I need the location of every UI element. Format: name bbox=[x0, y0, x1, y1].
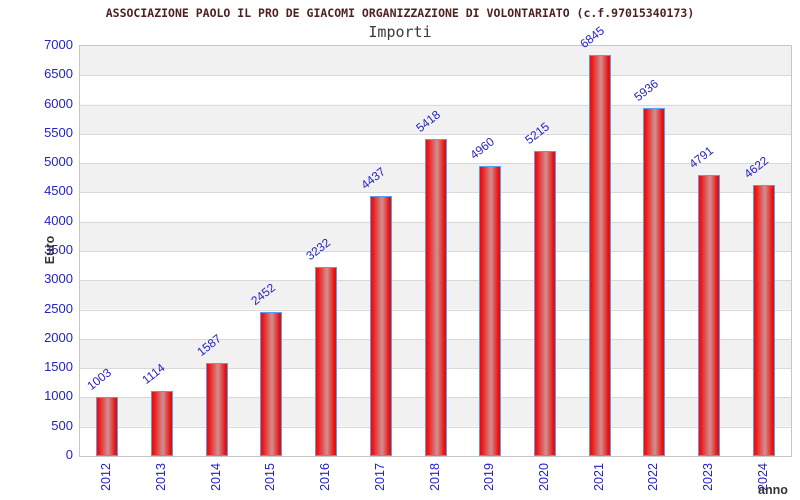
bar-value-label: 4791 bbox=[686, 143, 716, 172]
gridline bbox=[80, 133, 791, 135]
x-tick-label: 2022 bbox=[646, 463, 661, 491]
y-tick-label: 5000 bbox=[44, 154, 73, 170]
bar-2016 bbox=[315, 266, 338, 456]
bar-value-label: 1114 bbox=[139, 360, 168, 387]
bar-value-label: 2452 bbox=[248, 280, 279, 309]
bar-2024 bbox=[752, 185, 775, 456]
y-tick-label: 0 bbox=[65, 447, 73, 462]
bar-value-label: 3232 bbox=[303, 235, 334, 263]
bar-value-label: 4960 bbox=[467, 134, 498, 162]
bar-value-label: 5418 bbox=[412, 107, 443, 135]
bar-2014 bbox=[205, 363, 228, 456]
x-tick-label: 2015 bbox=[263, 463, 278, 491]
x-tick-label: 2023 bbox=[700, 463, 715, 491]
x-tick-label: 2018 bbox=[427, 463, 442, 491]
y-tick-label: 5500 bbox=[44, 124, 73, 140]
gridline bbox=[80, 75, 791, 77]
x-tick-label: 2019 bbox=[482, 463, 497, 491]
y-tick-label: 1000 bbox=[44, 388, 73, 404]
chart-title: ASSOCIAZIONE PAOLO IL PRO DE GIACOMI ORG… bbox=[105, 6, 695, 20]
bar-value-label: 5936 bbox=[631, 76, 662, 105]
bar-value-label: 4437 bbox=[358, 164, 388, 193]
x-axis-title: anno bbox=[758, 483, 788, 497]
bar-2013 bbox=[151, 390, 174, 456]
bar-value-label: 1003 bbox=[84, 365, 115, 394]
plot-area: 1003 1114 1587 2452 3232 4437 5418 4960 5215 6845… bbox=[79, 24, 792, 457]
bar-2018 bbox=[424, 138, 447, 456]
y-tick-label: 6000 bbox=[44, 95, 73, 111]
x-tick-label: 2013 bbox=[154, 463, 169, 491]
x-tick-label: 2016 bbox=[318, 463, 333, 491]
y-tick-label: 1500 bbox=[44, 359, 73, 375]
y-tick-label: 6500 bbox=[44, 66, 73, 82]
bar-2015 bbox=[260, 312, 283, 456]
chart-subtitle: Importi bbox=[368, 23, 432, 41]
y-tick-label: 4000 bbox=[44, 212, 73, 228]
x-tick-label: 2017 bbox=[372, 463, 387, 491]
bar-2020 bbox=[533, 150, 556, 456]
y-tick-label: 2000 bbox=[44, 329, 73, 345]
x-tick-label: 2021 bbox=[591, 463, 606, 491]
bar-value-label: 5215 bbox=[522, 119, 552, 147]
y-axis-title: Euro bbox=[43, 235, 57, 265]
bar-2019 bbox=[479, 165, 502, 456]
y-tick-label: 4500 bbox=[44, 183, 73, 199]
y-tick-label: 3500 bbox=[44, 242, 73, 257]
y-tick-label: 7000 bbox=[44, 37, 73, 52]
bar-value-label: 1587 bbox=[194, 331, 224, 360]
bar-2023 bbox=[697, 175, 720, 456]
bar-2022 bbox=[643, 108, 666, 456]
bar-value-label: 4622 bbox=[741, 153, 771, 182]
bar-2017 bbox=[369, 196, 392, 456]
y-tick-label: 500 bbox=[51, 417, 73, 433]
bar-2021 bbox=[588, 55, 611, 456]
bar-2012 bbox=[96, 397, 119, 456]
x-tick-label: 2012 bbox=[99, 463, 114, 491]
y-tick-label: 3000 bbox=[44, 271, 73, 287]
x-tick-label: 2020 bbox=[536, 463, 551, 491]
y-tick-label: 2500 bbox=[44, 300, 73, 316]
x-tick-label: 2014 bbox=[208, 463, 223, 491]
gridline bbox=[80, 104, 791, 106]
